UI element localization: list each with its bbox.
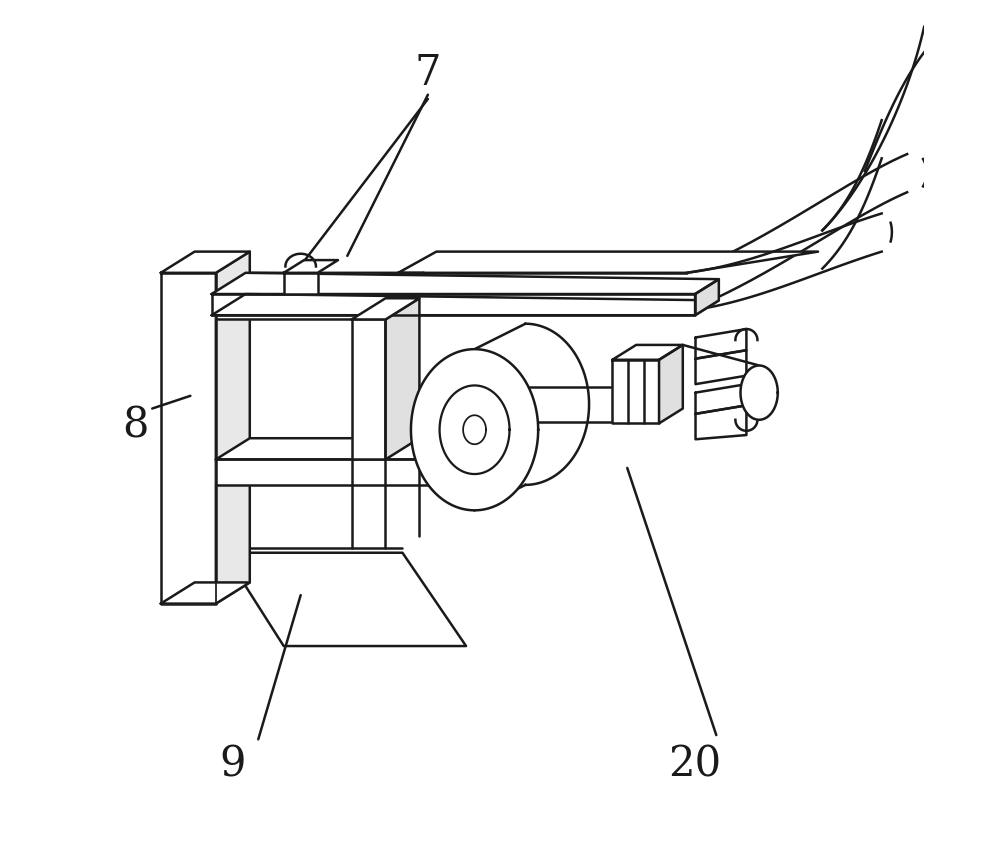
Polygon shape — [212, 294, 719, 315]
Polygon shape — [216, 273, 424, 294]
Polygon shape — [432, 438, 466, 485]
Polygon shape — [161, 582, 250, 603]
Polygon shape — [224, 553, 466, 646]
Polygon shape — [612, 360, 659, 424]
Polygon shape — [284, 273, 318, 294]
Polygon shape — [696, 329, 746, 359]
Polygon shape — [352, 298, 419, 319]
Polygon shape — [161, 252, 250, 273]
Text: 8: 8 — [122, 404, 148, 447]
Polygon shape — [216, 252, 250, 603]
Polygon shape — [695, 279, 719, 315]
Polygon shape — [398, 252, 818, 273]
Polygon shape — [284, 260, 338, 273]
Polygon shape — [212, 273, 719, 294]
Polygon shape — [612, 345, 683, 360]
Polygon shape — [216, 438, 466, 460]
Polygon shape — [216, 460, 432, 485]
Polygon shape — [411, 349, 538, 511]
Polygon shape — [161, 273, 216, 603]
Polygon shape — [212, 294, 695, 315]
Polygon shape — [385, 298, 419, 460]
Polygon shape — [740, 365, 778, 420]
Polygon shape — [659, 345, 683, 424]
Polygon shape — [696, 405, 746, 439]
Polygon shape — [696, 351, 746, 384]
Polygon shape — [390, 273, 424, 319]
Text: 7: 7 — [415, 53, 441, 94]
Polygon shape — [216, 294, 390, 319]
Text: 9: 9 — [220, 744, 246, 785]
Polygon shape — [525, 323, 589, 485]
Text: 20: 20 — [669, 744, 722, 785]
Polygon shape — [696, 384, 746, 414]
Polygon shape — [352, 319, 385, 460]
